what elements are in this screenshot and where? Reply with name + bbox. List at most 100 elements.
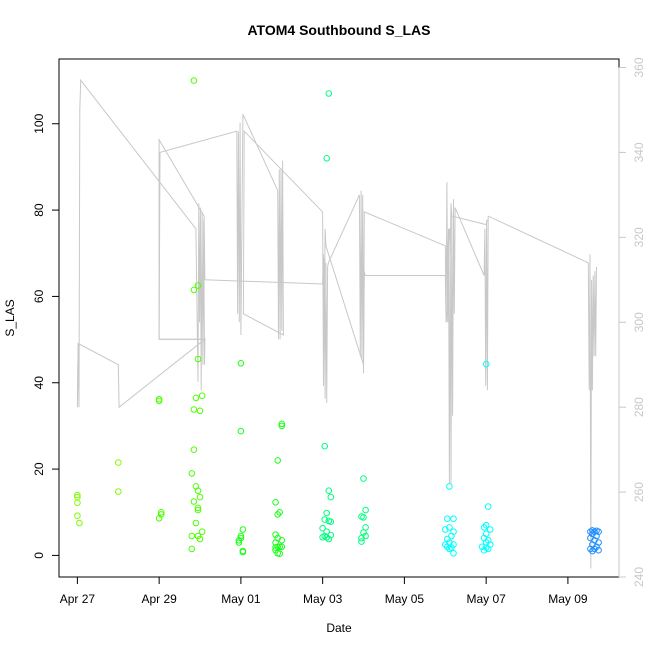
data-point: [198, 528, 206, 536]
data-point: [360, 475, 367, 482]
data-point: [157, 509, 165, 516]
x-tick-label: May 09: [548, 592, 588, 606]
data-point: [587, 545, 594, 553]
data-point: [323, 534, 331, 541]
data-point: [239, 548, 247, 556]
data-point: [74, 491, 81, 499]
data-point: [362, 506, 369, 514]
data-point: [74, 499, 81, 507]
data-point: [589, 547, 596, 555]
y-tick-label: 0: [32, 552, 46, 559]
data-point: [188, 545, 196, 553]
data-point: [321, 442, 329, 450]
y-tick-label: 60: [32, 289, 46, 303]
chart-title: ATOM4 Southbound S_LAS: [247, 22, 430, 38]
data-point: [482, 521, 490, 529]
y2-tick-label: 340: [632, 142, 646, 162]
y2-tick-label: 320: [632, 227, 646, 247]
data-point: [480, 546, 488, 554]
data-point: [278, 543, 286, 551]
data-point: [76, 519, 83, 527]
data-point: [319, 524, 326, 532]
data-point: [358, 538, 365, 545]
data-point: [272, 531, 279, 539]
data-point: [595, 546, 602, 554]
data-point: [444, 543, 451, 551]
data-point: [278, 537, 286, 544]
y2-tick-label: 240: [632, 567, 646, 587]
data-point: [194, 506, 202, 514]
data-point: [325, 487, 333, 495]
data-point: [358, 534, 365, 542]
data-point: [480, 524, 488, 531]
x-tick-label: Apr 29: [141, 592, 177, 606]
data-point: [444, 535, 451, 543]
data-point: [190, 498, 198, 505]
data-point: [196, 535, 204, 543]
data-point: [276, 543, 284, 551]
plot-frame: [58, 58, 620, 578]
data-point: [196, 493, 204, 501]
x-tick-label: May 05: [385, 592, 425, 606]
data-point: [74, 512, 81, 520]
data-point: [239, 526, 247, 533]
data-point: [442, 541, 449, 548]
data-point: [188, 532, 196, 540]
y2-lines: [76, 78, 597, 569]
data-point: [278, 422, 286, 430]
data-point: [194, 282, 202, 289]
y2-tick-label: 280: [632, 397, 646, 417]
data-point: [196, 407, 204, 415]
data-point: [237, 427, 245, 435]
y2-axis: 240 260 280 300 320 340 360: [618, 57, 646, 587]
x-tick-label: May 07: [466, 592, 506, 606]
data-point: [194, 487, 202, 495]
y2-tick-label: 300: [632, 312, 646, 332]
x-tick-label: Apr 27: [60, 592, 96, 606]
data-point: [450, 550, 457, 557]
data-point: [446, 483, 453, 490]
y-axis: 0 20 40 60 80 100: [32, 113, 59, 559]
data-point: [192, 519, 200, 527]
series-line-1: [76, 78, 597, 569]
data-point: [188, 470, 196, 477]
data-point: [450, 515, 457, 523]
y-tick-label: 20: [32, 462, 46, 476]
data-point: [442, 526, 449, 533]
data-point: [272, 544, 279, 551]
data-point: [235, 537, 243, 544]
data-point: [323, 155, 331, 162]
y-tick-label: 80: [32, 203, 46, 217]
x-tick-label: May 03: [303, 592, 343, 606]
data-point: [327, 493, 335, 501]
y-tick-label: 100: [32, 113, 46, 133]
series-line-2: [76, 137, 489, 409]
data-point: [484, 503, 492, 510]
data-point: [278, 420, 286, 428]
x-axis-label: Date: [326, 621, 352, 635]
data-point: [192, 394, 200, 402]
data-point: [327, 518, 335, 526]
data-point: [235, 539, 243, 546]
data-point: [272, 499, 279, 506]
data-point: [274, 457, 282, 464]
data-point: [593, 543, 600, 551]
data-point: [198, 392, 206, 400]
data-point: [157, 511, 165, 518]
data-point: [194, 355, 202, 363]
data-point: [237, 360, 245, 367]
data-point: [276, 550, 284, 558]
data-point: [486, 526, 494, 533]
y-axis-label: S_LAS: [3, 299, 17, 336]
data-point: [155, 397, 163, 405]
scatter-points: [74, 77, 602, 558]
data-point: [115, 488, 122, 495]
data-point: [484, 545, 492, 553]
data-point: [276, 509, 284, 516]
data-point: [444, 515, 451, 523]
y2-tick-label: 360: [632, 57, 646, 77]
data-point: [194, 504, 202, 512]
x-tick-label: May 01: [221, 592, 261, 606]
data-point: [325, 90, 333, 97]
